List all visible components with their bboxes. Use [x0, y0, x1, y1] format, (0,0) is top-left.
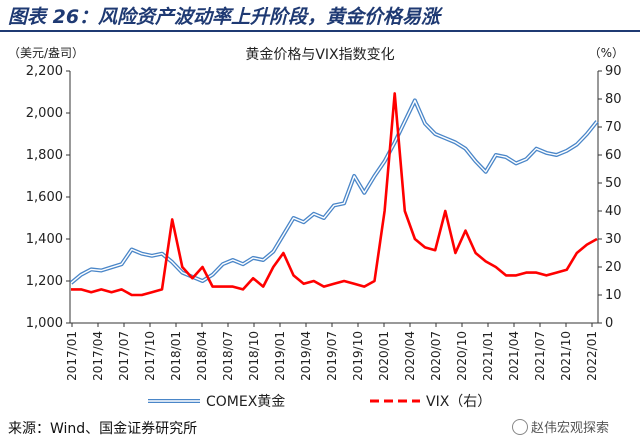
right-tick-label: 60: [605, 148, 622, 163]
x-tick-label: 2020/10: [455, 331, 469, 381]
x-tick-label: 2017/04: [91, 331, 105, 381]
watermark: 赵伟宏观探索: [512, 417, 609, 436]
figure-title: 图表 26：风险资产波动率上升阶段，黄金价格易涨: [8, 6, 441, 28]
x-tick-label: 2018/04: [195, 331, 209, 381]
legend-gold-label: COMEX黄金: [206, 393, 285, 410]
right-tick-label: 10: [605, 288, 622, 303]
legend: COMEX黄金 VIX（右）: [148, 393, 491, 410]
series-layer: [69, 92, 599, 297]
chart-title: 黄金价格与VIX指数变化: [245, 46, 394, 63]
left-axis-unit: （美元/盎司）: [8, 46, 84, 60]
vix-series-line: [71, 92, 598, 297]
x-tick-label: 2018/01: [169, 331, 183, 381]
left-tick-label: 1,600: [26, 190, 63, 205]
x-tick-label: 2018/07: [221, 331, 235, 381]
x-tick-label: 2017/07: [117, 331, 131, 381]
right-tick-label: 30: [605, 232, 622, 247]
x-tick-label: 2021/04: [507, 331, 521, 381]
watermark-text: 赵伟宏观探索: [531, 421, 610, 436]
x-tick-label: 2019/07: [325, 331, 339, 381]
gold-series-inner: [70, 99, 598, 284]
x-tick-label: 2021/01: [481, 331, 495, 381]
left-tick-label: 1,200: [26, 274, 63, 289]
left-tick-label: 1,000: [26, 316, 63, 331]
left-tick-label: 2,200: [26, 64, 63, 79]
right-axis-unit: （%）: [589, 46, 624, 60]
x-tick-label: 2019/10: [351, 331, 365, 381]
x-tick-label: 2021/07: [533, 331, 547, 381]
legend-vix-label: VIX（右）: [426, 394, 491, 410]
source-note: 来源：Wind、国金证券研究所: [8, 421, 198, 437]
gold-vix-chart: 黄金价格与VIX指数变化 （美元/盎司） （%） 1,000 1,200 1,400…: [8, 46, 624, 410]
x-tick-label: 2021/10: [559, 331, 573, 381]
x-tick-label: 2017/01: [65, 331, 79, 381]
x-tick-label: 2020/01: [377, 331, 391, 381]
right-tick-label: 70: [605, 120, 622, 135]
left-tick-label: 1,400: [26, 232, 63, 247]
title-rule: [0, 30, 640, 32]
x-tick-label: 2017/10: [143, 331, 157, 381]
left-tick-label: 2,000: [26, 106, 63, 121]
x-tick-label: 2020/04: [403, 331, 417, 381]
x-tick-label: 2019/04: [299, 331, 313, 381]
x-tick-label: 2022/01: [585, 331, 599, 381]
right-tick-label: 0: [605, 316, 613, 331]
x-tick-label: 2018/10: [247, 331, 261, 381]
left-tick-label: 1,800: [26, 148, 63, 163]
x-tick-label: 2020/07: [429, 331, 443, 381]
right-tick-label: 90: [605, 64, 622, 79]
right-tick-label: 80: [605, 92, 622, 107]
x-tick-label: 2019/01: [273, 331, 287, 381]
right-tick-label: 50: [605, 176, 622, 191]
wechat-icon: [512, 419, 528, 435]
right-tick-label: 40: [605, 204, 622, 219]
axes: 1,000 1,200 1,400 1,600 1,800 2,000 2,200 0 10 20…: [26, 64, 622, 381]
right-tick-label: 20: [605, 260, 622, 275]
